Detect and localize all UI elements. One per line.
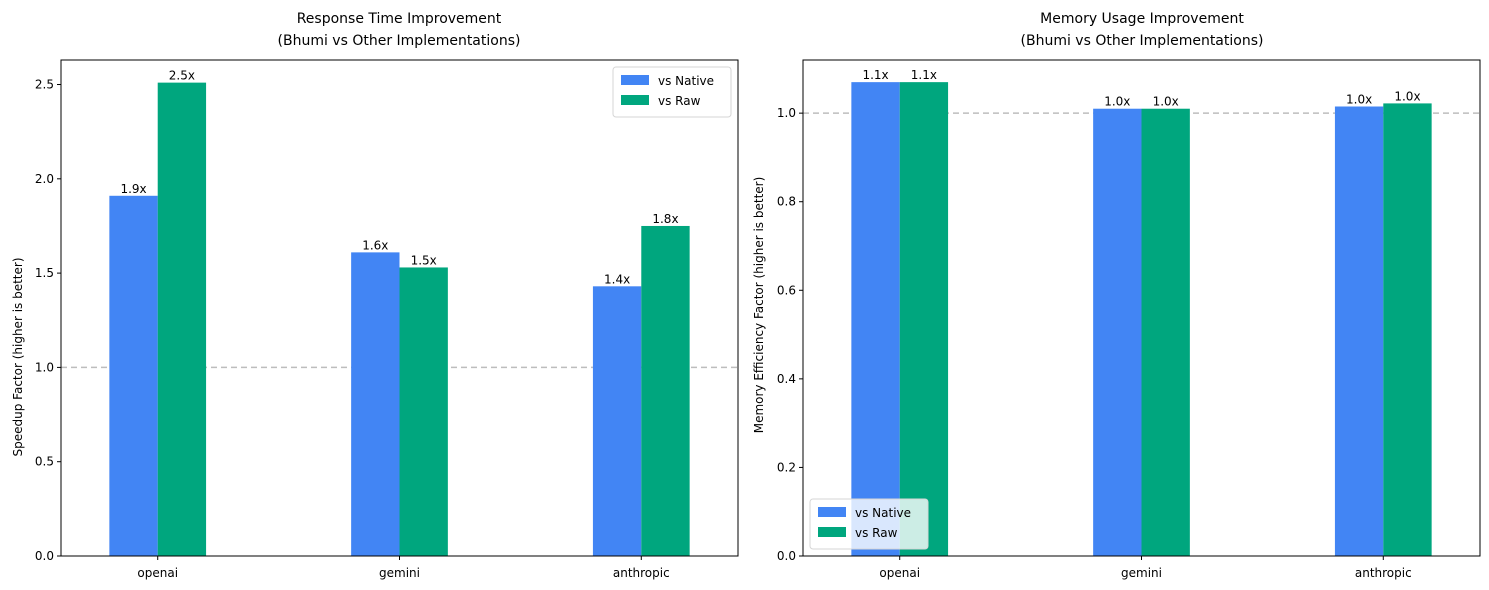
bar	[1093, 108, 1142, 556]
bar-value-label: 1.4x	[604, 272, 630, 286]
x-tick-label: gemini	[1121, 566, 1162, 580]
legend-label: vs Raw	[658, 94, 701, 108]
bar-value-label: 1.0x	[1153, 95, 1179, 109]
y-tick-label: 2.0	[35, 172, 54, 186]
legend-swatch	[818, 507, 846, 517]
chart-subtitle: (Bhumi vs Other Implementations)	[278, 33, 521, 49]
legend-label: vs Raw	[855, 526, 898, 540]
legend-swatch	[621, 75, 649, 85]
legend-label: vs Native	[658, 74, 714, 88]
y-tick-label: 1.0	[35, 360, 54, 374]
y-tick-label: 1.0	[777, 106, 796, 120]
chart-subtitle: (Bhumi vs Other Implementations)	[1021, 33, 1264, 49]
bar	[1383, 103, 1432, 557]
bar	[1141, 108, 1190, 556]
bar-value-label: 1.5x	[411, 253, 437, 267]
chart-title: Response Time Improvement	[297, 11, 502, 27]
bar	[641, 225, 690, 556]
y-tick-label: 0.6	[777, 283, 796, 297]
x-tick-label: anthropic	[1355, 566, 1412, 580]
bar-value-label: 1.0x	[1394, 89, 1420, 103]
bar	[851, 82, 900, 557]
bar-value-label: 1.6x	[362, 238, 388, 252]
y-tick-label: 0.0	[777, 549, 796, 563]
legend-swatch	[818, 527, 846, 537]
bar-value-label: 1.1x	[911, 68, 937, 82]
y-tick-label: 0.0	[35, 549, 54, 563]
legend: vs Native vs Raw	[612, 66, 732, 118]
bar-value-label: 1.9x	[120, 182, 146, 196]
bar-value-label: 1.0x	[1346, 93, 1372, 107]
y-axis-label: Memory Efficiency Factor (higher is bett…	[752, 177, 766, 434]
legend-label: vs Native	[855, 506, 911, 520]
chart-title: Memory Usage Improvement	[1040, 11, 1244, 27]
legend-swatch	[621, 95, 649, 105]
x-tick-label: openai	[879, 566, 920, 580]
legend: vs Native vs Raw	[809, 498, 929, 550]
y-tick-label: 0.8	[777, 195, 796, 209]
y-tick-label: 0.2	[777, 460, 796, 474]
bar-value-label: 1.8x	[652, 212, 678, 226]
bar-value-label: 1.0x	[1104, 95, 1130, 109]
bar	[592, 286, 642, 556]
bar	[351, 252, 400, 556]
bar	[1334, 106, 1384, 556]
bar	[109, 195, 158, 556]
x-tick-label: anthropic	[613, 566, 670, 580]
y-tick-label: 2.5	[35, 78, 54, 92]
x-tick-label: gemini	[379, 566, 420, 580]
y-tick-label: 0.5	[35, 455, 54, 469]
bar	[899, 82, 949, 557]
y-axis-label: Speedup Factor (higher is better)	[11, 258, 25, 457]
x-tick-label: openai	[137, 566, 178, 580]
bar	[399, 267, 448, 556]
bar	[157, 82, 207, 557]
bar-value-label: 1.1x	[862, 68, 888, 82]
chart-memory-usage: Memory Usage Improvement (Bhumi vs Other…	[752, 11, 1481, 580]
y-tick-label: 0.4	[777, 372, 796, 386]
chart-response-time: Response Time Improvement (Bhumi vs Othe…	[11, 11, 739, 580]
y-tick-label: 1.5	[35, 266, 54, 280]
bar-value-label: 2.5x	[169, 69, 195, 83]
